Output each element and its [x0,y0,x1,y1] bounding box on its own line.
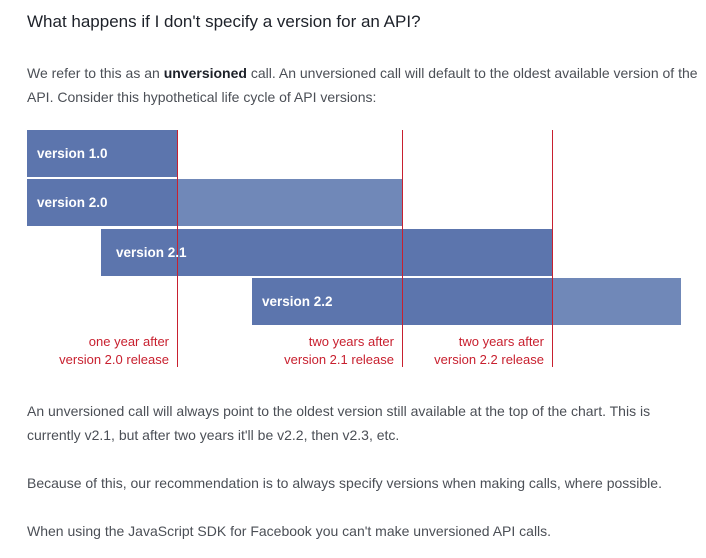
deprecation-marker-line [552,130,553,367]
deprecation-marker-label: two years after version 2.1 release [284,334,394,367]
status-paragraph: An unversioned call will always point to… [27,403,651,443]
version-label: version 2.2 [262,294,333,309]
version-bar-2-1: version 2.1 [101,229,553,276]
deprecation-marker-line [402,130,403,367]
sdk-paragraph: When using the JavaScript SDK for Facebo… [27,523,552,539]
intro-text-before: We refer to this as an [27,65,164,81]
version-label: version 1.0 [37,146,108,161]
deprecation-marker-label: two years after version 2.2 release [434,334,544,367]
version-bar-2-2: version 2.2 [252,278,681,325]
version-label: version 2.0 [37,195,108,210]
version-label: version 2.1 [116,245,187,260]
recommendation-paragraph: Because of this, our recommendation is t… [27,475,662,491]
deprecation-marker-line [177,130,178,367]
intro-paragraph: We refer to this as an unversioned call.… [27,61,703,109]
version-lifecycle-diagram: version 1.0 version 2.0 version 2.1 vers… [0,130,706,370]
intro-bold-term: unversioned [163,65,247,81]
version-bar-1-0: version 1.0 [27,130,177,177]
intro-text-after: call. An unversioned call will default t… [27,65,698,105]
deprecation-marker-label: one year after version 2.0 release [59,334,169,367]
version-bar-2-0: version 2.0 [27,179,403,226]
section-heading: What happens if I don't specify a versio… [27,12,421,31]
